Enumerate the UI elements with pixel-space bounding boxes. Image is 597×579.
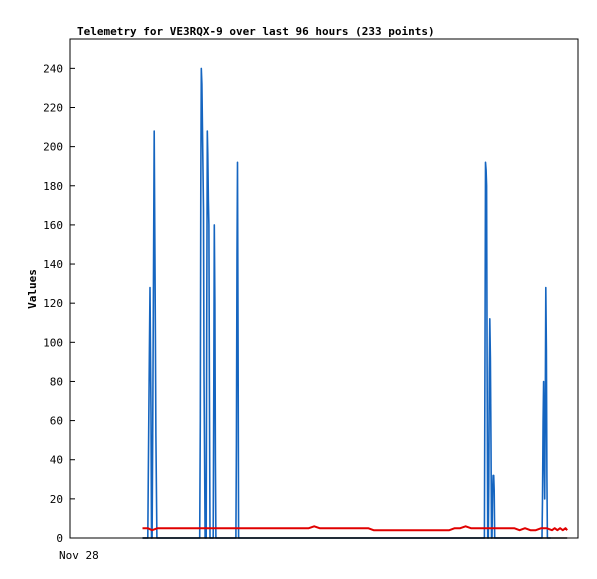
y-tick-label: 240: [43, 62, 63, 75]
y-tick-label: 140: [43, 258, 63, 271]
y-tick-label: 0: [56, 532, 63, 545]
y-tick-label: 160: [43, 219, 63, 232]
plot-area: 0 20 40 60 80 100 120 140 160 180 200 220 240 Nov 28: [43, 38, 579, 562]
y-tick-label: 180: [43, 180, 63, 193]
chart-title: Telemetry for VE3RQX-9 over last 96 hour…: [77, 25, 435, 38]
y-tick-label: 200: [43, 141, 63, 154]
y-tick-label: 40: [50, 454, 63, 467]
series-line-1: [142, 525, 568, 532]
series-layer: [142, 67, 568, 539]
y-tick-label: 20: [50, 493, 63, 506]
x-axis: Nov 28: [59, 549, 99, 562]
x-tick-label: Nov 28: [59, 549, 99, 562]
y-tick-label: 220: [43, 101, 63, 114]
y-axis-label: Values: [26, 269, 39, 309]
y-axis: 0 20 40 60 80 100 120 140 160 180 200 220 240: [43, 62, 75, 545]
y-tick-label: 120: [43, 297, 63, 310]
plot-frame: [69, 38, 579, 539]
y-tick-label: 60: [50, 415, 63, 428]
y-tick-label: 100: [43, 336, 63, 349]
y-tick-label: 80: [50, 375, 63, 388]
